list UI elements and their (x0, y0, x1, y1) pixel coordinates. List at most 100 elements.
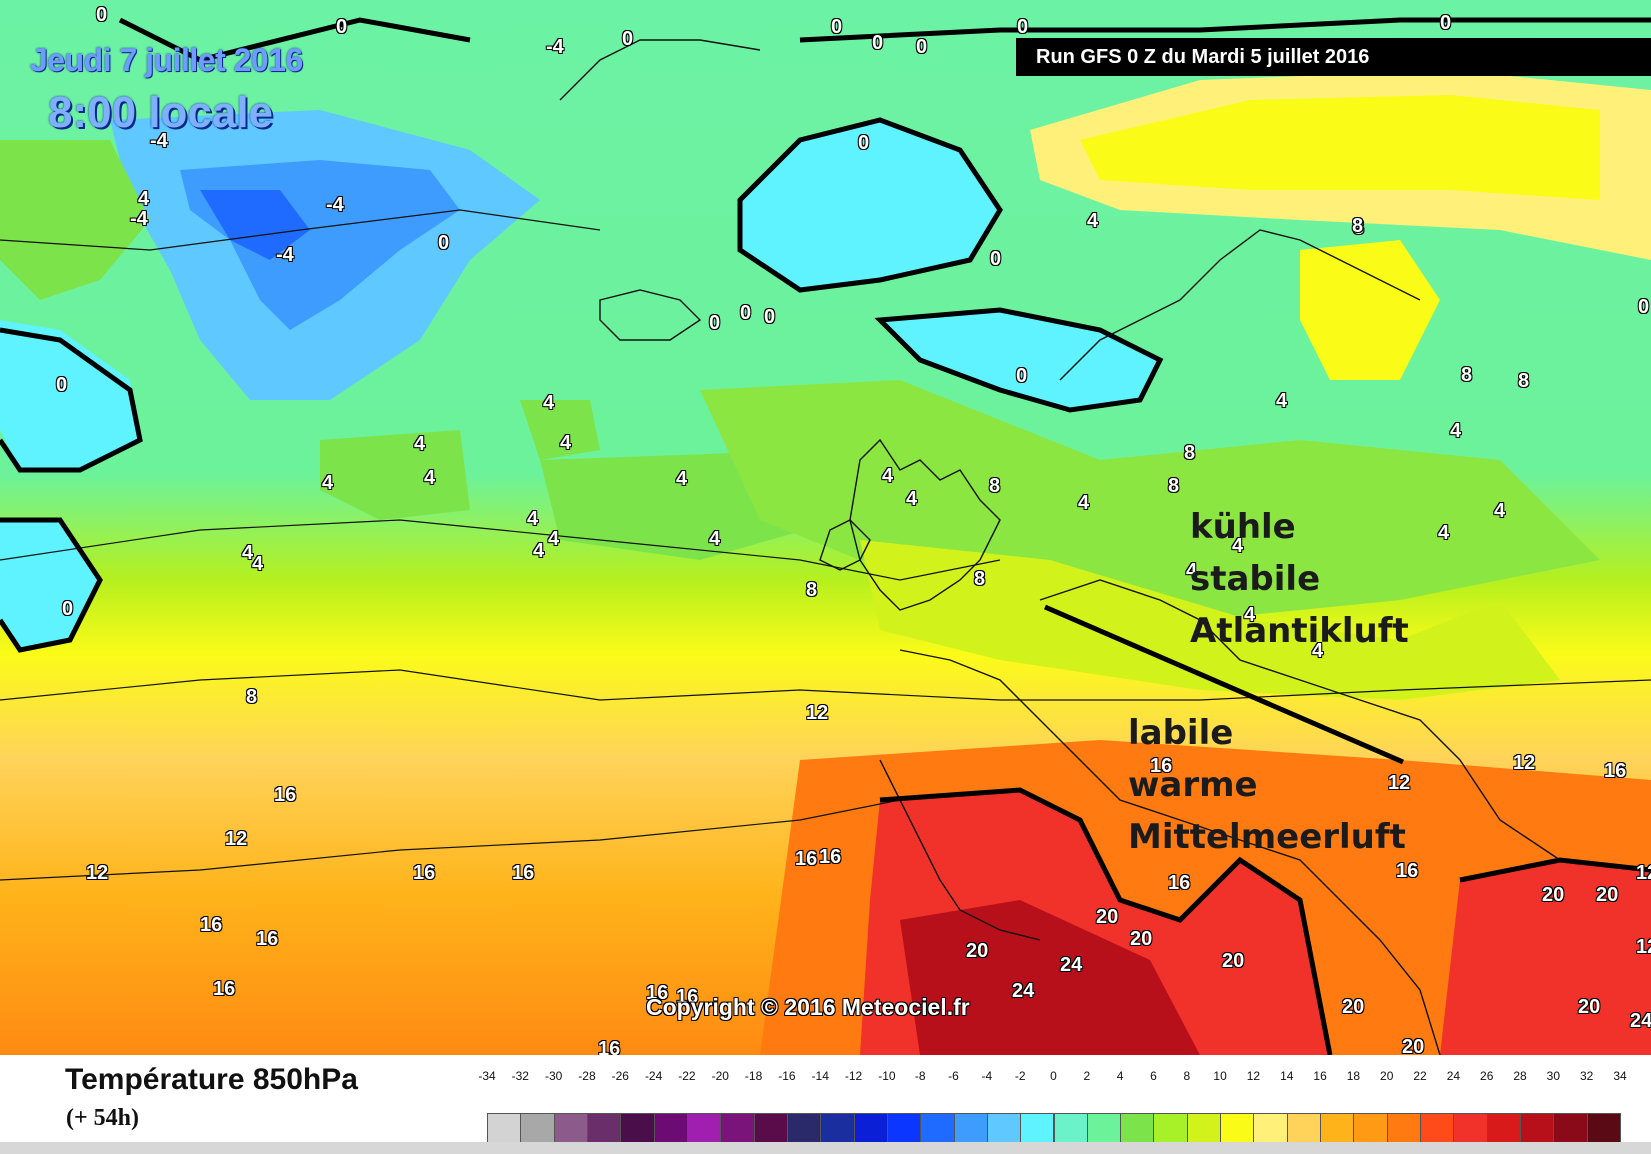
isotherm-label: 20 (1096, 906, 1119, 928)
isotherm-label: 8 (806, 579, 818, 601)
legend-panel: Température 850hPa (+ 54h) -34 -32 -30 -28-… (0, 1055, 1651, 1154)
isotherm-label: 0 (1440, 12, 1452, 34)
isotherm-label: 0 (990, 248, 1002, 270)
color-scale: -34 -32 -30 -28 -26 -24 -22 -20 -18 -16 -14 -12 -10-… (478, 1069, 1627, 1145)
legend-tick-label: 10 (1213, 1069, 1227, 1083)
legend-tick-label: -16 (778, 1069, 796, 1083)
isotherm-label: 4 (543, 392, 555, 414)
isotherm-label: 12 (86, 862, 109, 884)
legend-color-swatch (1253, 1113, 1288, 1145)
legend-color-swatch (720, 1113, 755, 1145)
legend-color-swatch (1320, 1113, 1355, 1145)
isotherm-label: 20 (1578, 996, 1601, 1018)
isotherm-label: 4 (1078, 492, 1090, 514)
isotherm-label: 8 (1461, 364, 1473, 386)
isotherm-label: 0 (96, 4, 108, 26)
isotherm-label: 16 (1396, 860, 1419, 882)
atlantic-green-patch-2 (320, 430, 470, 520)
isotherm-label: 24 (1012, 980, 1035, 1002)
isotherm-label: 16 (1150, 755, 1173, 777)
isotherm-label: 24 (1630, 1010, 1651, 1032)
legend-color-swatch (920, 1113, 955, 1145)
legend-tick-label: -14 (811, 1069, 829, 1083)
legend-tick-label: 16 (1313, 1069, 1327, 1083)
isotherm-label: 20 (1542, 884, 1565, 906)
legend-color-swatch (620, 1113, 655, 1145)
isotherm-label: 8 (246, 686, 258, 708)
isotherm-label: 20 (1402, 1036, 1425, 1055)
isotherm-label: 24 (1060, 954, 1083, 976)
isotherm-label: 4 (906, 488, 918, 510)
legend-color-swatch (1520, 1113, 1555, 1145)
legend-color-swatch (1120, 1113, 1155, 1145)
isotherm-label: 0 (740, 302, 752, 324)
legend-tick-label: 24 (1446, 1069, 1461, 1083)
isotherm-label: 0 (916, 36, 928, 58)
legend-color-swatch (686, 1113, 722, 1145)
legend-tick-label: 28 (1513, 1069, 1527, 1083)
isotherm-label: 12 (1636, 936, 1651, 958)
isotherm-label: -4 (130, 208, 148, 230)
isotherm-label: 0 (1016, 365, 1028, 387)
legend-tick-label: 0 (1050, 1069, 1057, 1083)
isotherm-label: 4 (533, 540, 545, 562)
legend-tick-label: 2 (1083, 1069, 1091, 1083)
isotherm-label: 16 (646, 982, 669, 1004)
legend-tick-label: -22 (678, 1069, 696, 1083)
forecast-date: Jeudi 7 juillet 2016 (30, 42, 303, 78)
legend-tick-label: -12 (844, 1069, 863, 1083)
legend-tick-label: -26 (611, 1069, 629, 1083)
legend-tick-label: 32 (1579, 1069, 1594, 1083)
isotherm-label: -4 (326, 194, 344, 216)
isotherm-label: 0 (56, 374, 68, 396)
legend-tick-label: 26 (1480, 1069, 1494, 1083)
legend-color-swatch (986, 1113, 1022, 1145)
air-mass-boundary-line (1044, 604, 1404, 765)
warm-air-label-line2: warme (1128, 765, 1258, 805)
isotherm-label: 0 (709, 312, 721, 334)
isotherm-label: 4 (676, 468, 688, 490)
russia-yellow-region (1080, 95, 1600, 200)
copyright-notice: Copyright © 2016 Meteociel.fr (646, 994, 970, 1020)
isotherm-label: 8 (1353, 217, 1365, 239)
isotherm-label: 4 (548, 528, 560, 550)
isotherm-label: 0 (622, 28, 634, 50)
isotherm-label: 4 (1186, 560, 1198, 582)
isotherm-label: 16 (512, 862, 535, 884)
cool-air-label-line3: Atlantikluft (1190, 611, 1409, 651)
east-red-region (1440, 860, 1651, 1055)
legend-tick-label: 18 (1346, 1069, 1361, 1083)
legend-color-swatch (1286, 1113, 1322, 1145)
legend-color-swatch (1553, 1113, 1588, 1145)
isotherm-label: 0 (858, 132, 870, 154)
isotherm-label: 4 (1312, 640, 1324, 662)
legend-color-swatch (653, 1113, 688, 1145)
isotherm-label: 0 (872, 32, 884, 54)
legend-color-swatch (553, 1113, 588, 1145)
legend-tick-label: 22 (1413, 1069, 1427, 1083)
legend-tick-label: -34 (478, 1069, 496, 1083)
isotherm-label: 4 (322, 472, 334, 494)
isotherm-label: 12 (806, 702, 829, 724)
isotherm-label: 0 (831, 16, 843, 38)
isotherm-label: 16 (598, 1038, 621, 1055)
canada-green-region (0, 140, 150, 300)
legend-tick-label: 12 (1246, 1069, 1261, 1083)
forecast-time: 8:00 locale (48, 88, 274, 137)
atlantic-green-patch-1 (520, 400, 600, 460)
baltic-cyan (874, 307, 1164, 413)
isotherm-label: 20 (966, 940, 989, 962)
legend-tick-label: -24 (644, 1069, 663, 1083)
isotherm-label: 4 (1438, 522, 1450, 544)
legend-tick-label: 20 (1380, 1069, 1394, 1083)
isotherm-label: 8 (989, 475, 1001, 497)
isotherm-label: 4 (252, 553, 264, 575)
legend-color-swatch (586, 1113, 622, 1145)
legend-color-swatch (853, 1113, 888, 1145)
legend-tick-label: -18 (744, 1069, 763, 1083)
isotherm-label: 8 (1184, 442, 1196, 464)
isotherm-label: 0 (336, 16, 348, 38)
isotherm-label: 12 (1388, 772, 1411, 794)
isotherm-label: -4 (546, 36, 564, 58)
